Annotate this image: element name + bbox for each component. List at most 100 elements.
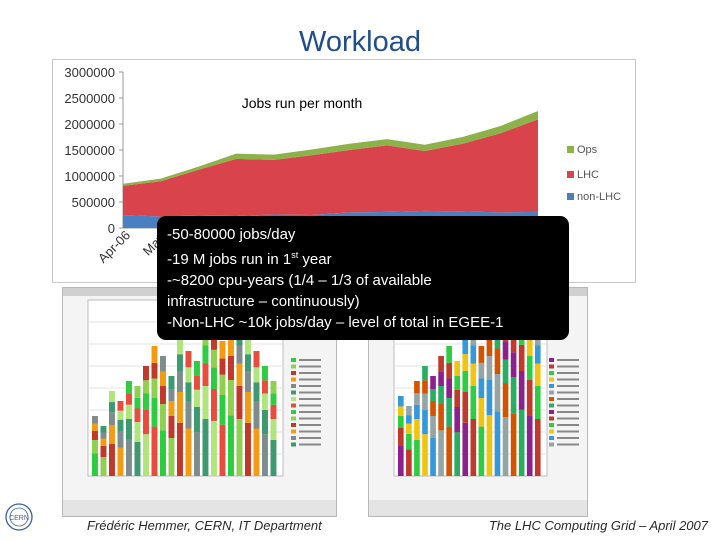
thumb-bar-seg [126, 404, 132, 419]
thumb-bar-seg [478, 398, 485, 427]
thumb-bar-seg [126, 381, 132, 394]
thumb-legend-text [299, 443, 321, 446]
thumb-bar-seg [185, 351, 192, 368]
thumb-bar-seg [109, 425, 115, 444]
thumb-bar-seg [422, 380, 428, 394]
thumb-bar-seg [406, 415, 412, 424]
thumb-bar-seg [126, 393, 132, 405]
cern-logo-icon: CERN [5, 503, 33, 531]
thumb-legend-text [299, 391, 321, 394]
thumb-bar-seg [270, 393, 277, 405]
thumb-bar-seg [478, 378, 485, 398]
thumb-bar-seg [526, 356, 533, 380]
thumb-legend-swatch [291, 442, 296, 447]
thumb-legend-swatch [291, 364, 296, 369]
thumb-bar-seg [414, 381, 420, 394]
thumb-bar-seg [100, 426, 107, 433]
thumb-legend-swatch [549, 364, 554, 369]
thumb-bar-seg [143, 434, 149, 476]
thumb-bar-seg [151, 398, 158, 427]
thumb-legend-swatch [549, 416, 554, 421]
thumb-legend-text [299, 437, 321, 439]
thumb-bar-seg [478, 362, 485, 379]
thumb-legend-text [557, 417, 579, 420]
series-area-ops [123, 111, 538, 186]
thumb-legend-swatch [291, 410, 296, 414]
thumb-bar-seg [414, 419, 420, 440]
thumb-bar-seg [422, 393, 428, 410]
y-tick-label: 2500000 [64, 91, 115, 106]
thumb-legend-text [557, 404, 579, 407]
thumb-bar-seg [202, 345, 209, 364]
thumb-bar-seg [194, 407, 200, 433]
thumb-legend-swatch [291, 377, 296, 382]
thumb-bar-seg [526, 336, 533, 356]
thumb-bar-seg [100, 438, 107, 446]
thumb-bar-seg [398, 445, 404, 476]
thumb-bar-seg [211, 331, 217, 350]
thumb-bar-seg [534, 419, 541, 476]
thumb-bar-seg [262, 410, 268, 435]
thumb-bar-seg [262, 366, 268, 381]
thumb-bar-seg [486, 415, 493, 476]
thumb-bar-seg [454, 407, 461, 433]
thumb-bar-seg [414, 404, 420, 419]
thumb-bar-seg [109, 412, 115, 425]
thumb-bar-seg [168, 416, 175, 438]
thumb-bar-seg [253, 382, 260, 401]
thumb-bar-seg [185, 367, 192, 383]
thumb-bar-seg [462, 371, 469, 392]
thumb-bar-seg [462, 422, 469, 476]
thumb-bar-seg [245, 422, 251, 476]
thumb-bar-seg [446, 426, 452, 476]
thumb-bar-seg [143, 380, 149, 394]
thumb-bar-seg [518, 344, 525, 371]
thumb-bar-seg [462, 354, 469, 371]
thumb-bar-seg [151, 346, 158, 363]
thumb-legend-swatch [549, 410, 554, 414]
thumb-bar-seg [245, 371, 251, 392]
thumb-bar-seg [470, 345, 477, 364]
thumb-bar-seg [446, 378, 452, 398]
thumb-bar-seg [126, 439, 132, 476]
thumb-bar-seg [92, 423, 98, 431]
thumb-bar-seg [100, 432, 107, 439]
thumb-bar-seg [117, 401, 124, 411]
y-tick-label: 0 [108, 221, 115, 236]
thumb-legend-text [557, 443, 579, 446]
thumb-bar-seg [211, 349, 217, 368]
callout-line-2: -19 M jobs run in 1st year [167, 250, 332, 268]
thumb-bar-seg [160, 371, 166, 386]
thumb-bar-seg [470, 363, 477, 386]
thumb-bar-seg [160, 356, 166, 372]
thumb-bar-seg [526, 380, 533, 416]
thumb-legend-text [299, 404, 321, 407]
slide-title: Workload [299, 26, 421, 58]
legend-label: non-LHC [577, 191, 621, 203]
thumb-legend-text [299, 365, 321, 368]
chart-title: Jobs run per month [242, 95, 363, 111]
series-area-lhc [123, 119, 538, 217]
thumb-bar-seg [168, 438, 175, 476]
thumb-bar-seg [406, 449, 412, 476]
thumb-bar-seg [446, 346, 452, 363]
thumb-bar-seg [438, 404, 444, 431]
callout-line-4: infrastructure – continuously) [167, 293, 360, 310]
thumb-bar-seg [194, 375, 200, 390]
thumb-legend-swatch [549, 442, 554, 447]
y-tick-label: 500000 [72, 195, 115, 210]
thumb-legend-text [299, 385, 321, 387]
y-tick-label: 1500000 [64, 143, 115, 158]
thumb-bar-seg [510, 352, 517, 377]
thumb-legend-text [557, 385, 579, 387]
thumb-bar-seg [398, 396, 404, 407]
thumb-bar-seg [262, 434, 268, 476]
thumb-bar-seg [143, 366, 149, 381]
thumb-bar-seg [414, 393, 420, 405]
thumb-bar-seg [438, 356, 444, 372]
thumb-bar-seg [219, 358, 226, 375]
thumb-bar-seg [253, 367, 260, 383]
thumb-legend-swatch [549, 377, 554, 382]
thumb-bar-seg [406, 423, 412, 434]
thumb-bar-seg [462, 392, 469, 423]
